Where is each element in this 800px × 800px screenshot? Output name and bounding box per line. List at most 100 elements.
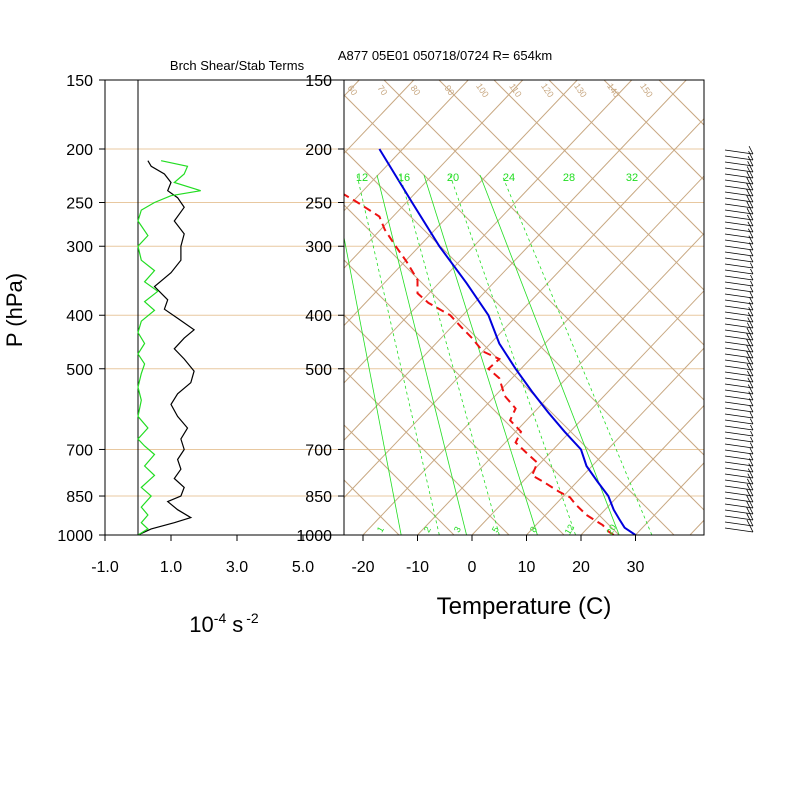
wind-barb-flag (746, 188, 754, 203)
pressure-tick-label: 700 (66, 442, 93, 459)
mixing-ratio-line (479, 174, 620, 535)
mixing-ratio-label: 5 (490, 525, 501, 534)
wind-barb-shaft (724, 311, 754, 317)
wind-barb-shaft (724, 443, 754, 449)
right-plot-frame (343, 79, 705, 536)
dry-adiabat-line (344, 204, 675, 535)
isotherm-line (344, 117, 704, 499)
wind-barb-shaft (724, 389, 754, 395)
isotherm-line (745, 80, 800, 535)
wind-barb-flag (749, 249, 754, 257)
wind-barb-flag (749, 286, 754, 293)
x-tick-label: 5.0 (292, 559, 314, 576)
wind-barb-flag (746, 513, 754, 527)
wind-barb-shaft (724, 479, 754, 485)
wind-barb-flag (750, 436, 754, 443)
wind-barb-flag (750, 280, 754, 287)
mixing-ratio-labels: 12 16 20 24 28 321 2 3 5 8 12 20 (356, 172, 638, 536)
pressure-tick-label: 400 (66, 308, 93, 325)
wind-barb-shaft (724, 485, 754, 491)
pressure-tick-label: 300 (66, 239, 93, 256)
dry-adiabat-line (383, 80, 704, 401)
left-pressure-tick-labels: 150 200 250 300 400 500 700 850 1000 (57, 73, 105, 545)
isotherm-line (689, 519, 704, 535)
pressure-tick-label: 200 (305, 142, 332, 159)
isotherm-line (471, 290, 704, 535)
wind-barb-flag (747, 377, 754, 389)
pressure-tick-label: 700 (305, 442, 332, 459)
mixing-ratio-label: 12 (563, 523, 577, 537)
wind-barb-flag (748, 150, 754, 161)
wind-barb-shaft (724, 215, 754, 221)
mixing-ratio-line (356, 174, 440, 535)
dewpoint-profile-line (344, 193, 615, 535)
wind-barb-flag (749, 262, 754, 269)
left-x-axis-label: 10-4 s -2 (189, 610, 259, 637)
wind-barb-shaft (724, 287, 754, 293)
wind-barb-flag (750, 274, 754, 281)
wind-barb-flag (746, 357, 754, 371)
isotherm-labels: 60 70 80 90 100 110 120 130 140 150 (345, 81, 654, 99)
wind-barb-flag (747, 214, 754, 227)
wind-barb-shaft (724, 413, 754, 419)
mixing-ratio-line (501, 174, 653, 535)
wind-barb-shaft (724, 401, 754, 407)
wind-barb-flag (747, 384, 754, 395)
wind-barb-shaft (724, 299, 754, 305)
mixing-ratio-label: 28 (563, 172, 575, 184)
isotherm-label: 70 (375, 83, 389, 97)
x-tick-label: -1.0 (91, 559, 119, 576)
sounding-profile-lines (344, 148, 637, 535)
wind-barb-shaft (724, 203, 754, 209)
wind-barb-shaft (724, 245, 754, 251)
wind-barb-flag (748, 391, 754, 401)
wind-barb-shaft (724, 161, 754, 167)
wind-barb-shaft (724, 173, 754, 179)
pressure-tick-label: 500 (66, 362, 93, 379)
wind-barb-flag (750, 268, 754, 275)
wind-barb-shaft (724, 377, 754, 383)
wind-barb-shaft (724, 209, 754, 215)
wind-barb-shaft (724, 149, 754, 155)
isotherm-line (417, 232, 704, 535)
wind-barb-shaft (724, 197, 754, 203)
temperature-tick-label: 20 (572, 559, 590, 576)
wind-barb-flag (746, 177, 754, 191)
pressure-tick-label: 250 (305, 196, 332, 213)
temperature-profile-line (378, 148, 637, 535)
wind-barb-flag (746, 182, 754, 197)
wind-barb-shaft (724, 473, 754, 479)
wind-barb-shaft (724, 503, 754, 509)
wind-barb-flag (746, 350, 754, 365)
temperature-tick-label: 0 (468, 559, 477, 576)
left-panel-title: Brch Shear/Stab Terms (170, 58, 305, 73)
mixing-ratio-label: 16 (398, 172, 410, 184)
pressure-tick-label: 1000 (296, 528, 332, 545)
wind-barb-shaft (724, 407, 754, 413)
wind-barb-flag (746, 195, 754, 209)
wind-barb-flag (747, 156, 754, 167)
wind-barb-shaft (724, 449, 754, 455)
wind-barb-flag (746, 322, 754, 335)
wind-barb-flag (748, 307, 754, 317)
wind-barb-flag (746, 327, 754, 341)
black-profile-line (137, 160, 196, 535)
isotherm-line (0, 80, 250, 535)
wind-barb-shaft (724, 491, 754, 497)
wind-barb-flag (749, 411, 754, 419)
wind-barb-shaft (724, 335, 754, 341)
pressure-tick-label: 1000 (57, 528, 93, 545)
temperature-tick-labels: -20 -10 0 10 20 30 (351, 535, 645, 576)
isotherm-label: 100 (474, 81, 491, 99)
right-pressure-tick-labels: 150 200 250 300 400 500 700 850 1000 (296, 73, 344, 545)
wind-barb-flag (746, 201, 754, 215)
wind-barb-flag (746, 166, 754, 179)
dry-adiabat-line (344, 314, 565, 535)
wind-barb-flag (746, 506, 754, 521)
wind-barb-flag (750, 430, 754, 437)
wind-barb-flag (746, 489, 754, 503)
wind-barb-shaft (724, 233, 754, 239)
mixing-ratio-line (423, 174, 538, 535)
wind-barb-shaft (724, 275, 754, 281)
wind-barb-shaft (724, 329, 754, 335)
